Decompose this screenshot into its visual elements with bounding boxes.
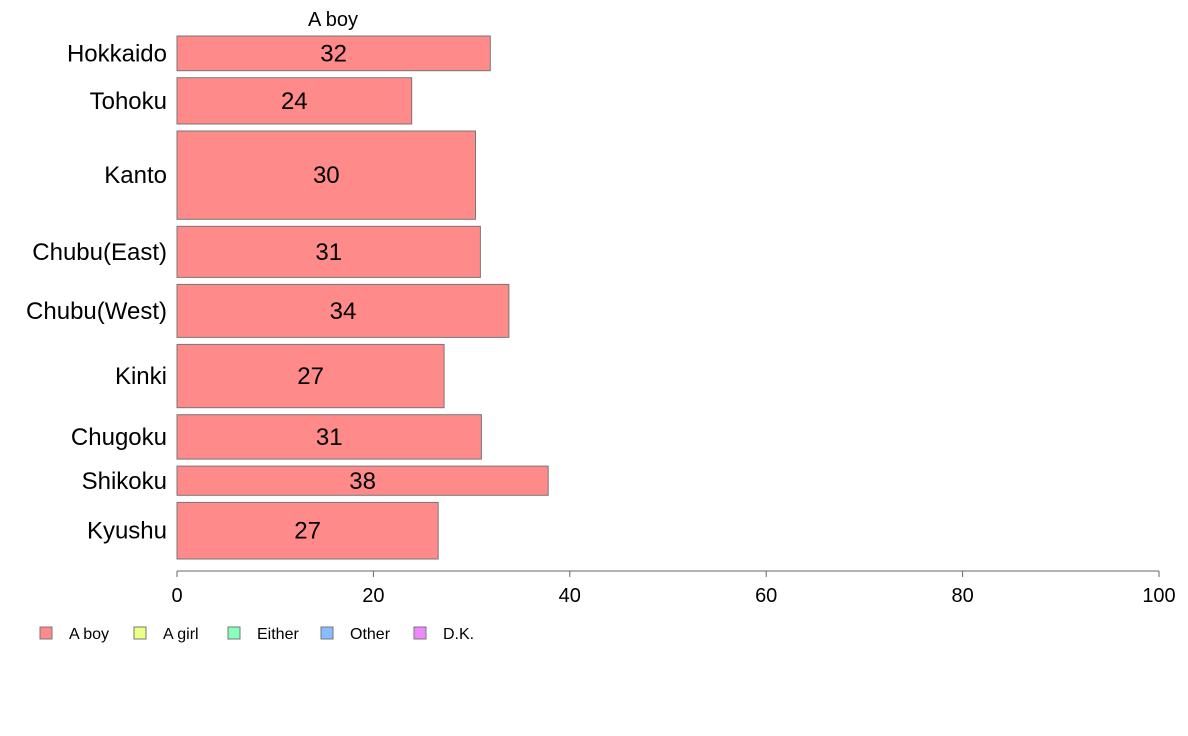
bar-kinki xyxy=(176,343,445,409)
bar-kanto xyxy=(176,130,476,220)
x-tick-label: 60 xyxy=(755,585,777,607)
legend-label: D.K. xyxy=(443,626,474,643)
data-label: 38 xyxy=(349,468,376,495)
category-label: Kinki xyxy=(115,363,167,390)
legend-label: A boy xyxy=(69,626,109,643)
bar-group: Hokkaido 32 Tohoku 24 Kanto 30 Chubu(East) 31 Ch… xyxy=(26,35,549,560)
category-label: Tohoku xyxy=(90,88,167,115)
bar-chubu-west xyxy=(176,283,510,338)
legend: A boy A girl Either Other D.K. xyxy=(39,626,474,643)
bar-hokkaido xyxy=(176,35,491,72)
data-label: 27 xyxy=(294,518,321,545)
category-label: Hokkaido xyxy=(67,40,167,67)
chart-title: A boy xyxy=(308,9,358,31)
data-label: 31 xyxy=(316,424,343,451)
x-tick-label: 100 xyxy=(1142,585,1175,607)
bar-tohoku xyxy=(176,77,413,125)
bar-chugoku xyxy=(176,414,482,460)
legend-label: Either xyxy=(257,626,299,643)
category-label: Kanto xyxy=(104,162,167,189)
category-label: Chugoku xyxy=(71,424,167,451)
legend-swatch xyxy=(39,626,53,640)
x-tick-label: 20 xyxy=(362,585,384,607)
data-label: 34 xyxy=(330,298,357,325)
category-label: Kyushu xyxy=(87,518,167,545)
legend-swatch xyxy=(133,626,147,640)
legend-swatch xyxy=(227,626,241,640)
category-label: Shikoku xyxy=(82,468,167,495)
data-label: 30 xyxy=(313,162,340,189)
legend-label: A girl xyxy=(163,626,199,643)
legend-swatch xyxy=(320,626,334,640)
x-tick-label: 80 xyxy=(951,585,973,607)
bar-shikoku xyxy=(176,465,549,496)
legend-swatch xyxy=(413,626,427,640)
data-label: 27 xyxy=(297,363,324,390)
bar-kyushu xyxy=(176,501,439,560)
x-axis: 0 20 40 60 80 100 xyxy=(171,570,1176,607)
legend-label: Other xyxy=(350,626,391,643)
x-tick-label: 0 xyxy=(171,585,182,607)
x-tick-label: 40 xyxy=(559,585,581,607)
category-label: Chubu(West) xyxy=(26,298,167,325)
data-label: 32 xyxy=(320,40,347,67)
data-label: 24 xyxy=(281,88,308,115)
bar-chubu-east xyxy=(176,225,481,278)
category-label: Chubu(East) xyxy=(32,239,167,266)
data-label: 31 xyxy=(315,239,342,266)
